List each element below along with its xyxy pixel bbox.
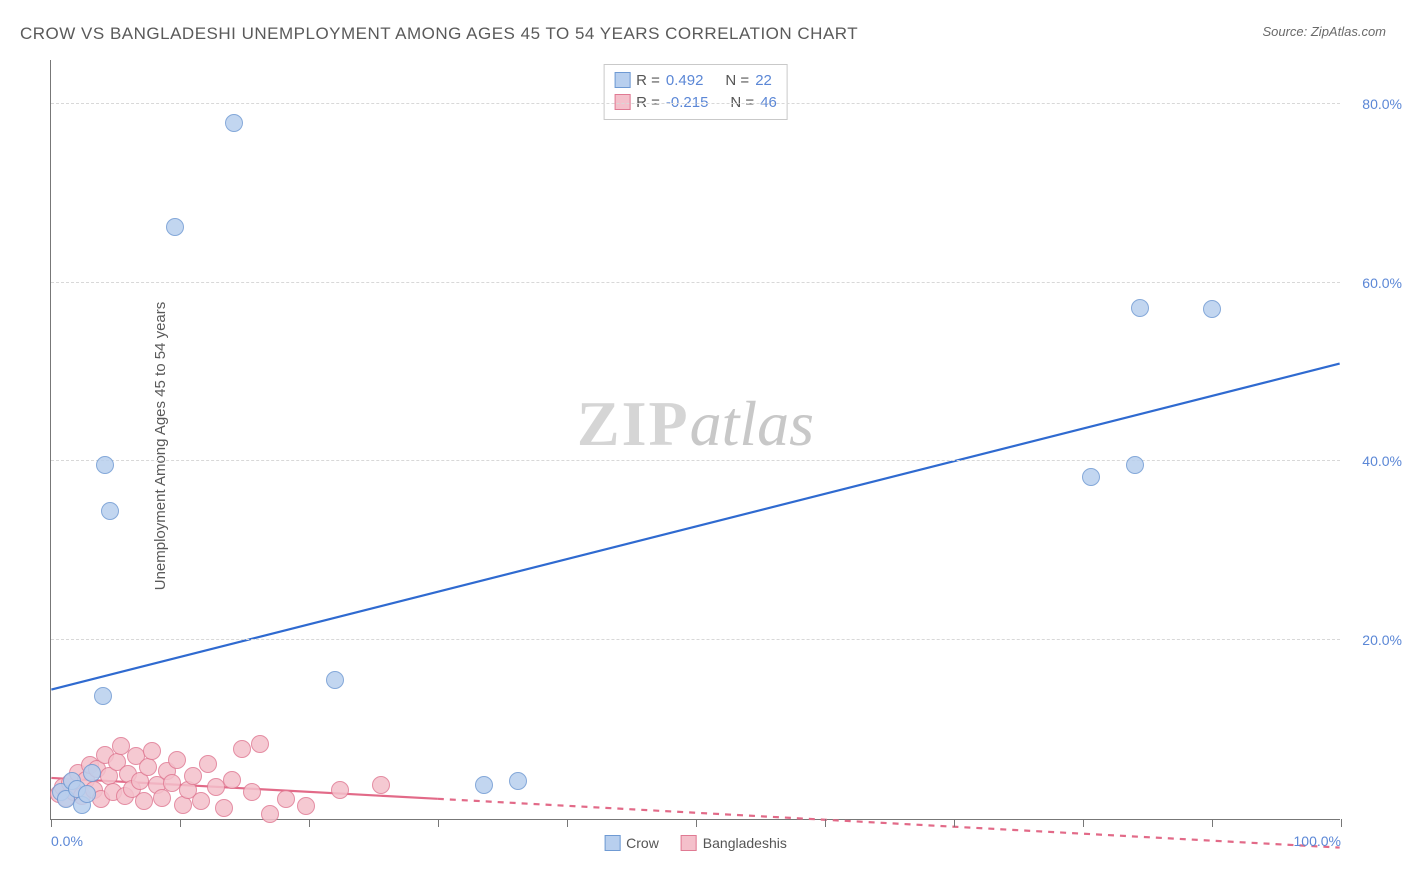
data-point xyxy=(331,781,349,799)
x-tick xyxy=(696,819,697,827)
data-point xyxy=(96,456,114,474)
data-point xyxy=(1126,456,1144,474)
plot-area: ZIPatlas R = 0.492 N = 22 R = -0.215 N =… xyxy=(50,60,1340,820)
data-point xyxy=(233,740,251,758)
data-point xyxy=(215,799,233,817)
series-legend: Crow Bangladeshis xyxy=(604,835,787,851)
y-tick-label: 60.0% xyxy=(1346,275,1402,291)
chart-container: CROW VS BANGLADESHI UNEMPLOYMENT AMONG A… xyxy=(0,0,1406,892)
data-point xyxy=(139,758,157,776)
x-tick xyxy=(1341,819,1342,827)
data-point xyxy=(372,776,390,794)
data-point xyxy=(143,742,161,760)
n-value-crow: 22 xyxy=(755,72,772,89)
trend-line xyxy=(51,364,1339,690)
y-tick-label: 80.0% xyxy=(1346,96,1402,112)
data-point xyxy=(297,797,315,815)
data-point xyxy=(251,735,269,753)
legend-label-bangladeshis: Bangladeshis xyxy=(703,835,787,851)
trend-line-extrapolated xyxy=(438,799,1340,848)
r-value-crow: 0.492 xyxy=(666,72,704,89)
correlation-legend: R = 0.492 N = 22 R = -0.215 N = 46 xyxy=(603,64,788,120)
data-point xyxy=(223,771,241,789)
data-point xyxy=(78,785,96,803)
x-tick xyxy=(954,819,955,827)
data-point xyxy=(166,218,184,236)
data-point xyxy=(94,687,112,705)
data-point xyxy=(199,755,217,773)
x-tick xyxy=(51,819,52,827)
x-tick xyxy=(438,819,439,827)
data-point xyxy=(101,502,119,520)
data-point xyxy=(509,772,527,790)
x-tick xyxy=(1083,819,1084,827)
watermark: ZIPatlas xyxy=(577,387,814,461)
data-point xyxy=(1082,468,1100,486)
legend-swatch-crow xyxy=(604,835,620,851)
data-point xyxy=(184,767,202,785)
chart-title: CROW VS BANGLADESHI UNEMPLOYMENT AMONG A… xyxy=(20,24,858,44)
data-point xyxy=(135,792,153,810)
x-tick xyxy=(1212,819,1213,827)
y-tick-label: 40.0% xyxy=(1346,453,1402,469)
legend-label-crow: Crow xyxy=(626,835,659,851)
x-tick xyxy=(309,819,310,827)
grid-line xyxy=(51,639,1340,640)
data-point xyxy=(83,764,101,782)
data-point xyxy=(326,671,344,689)
swatch-crow xyxy=(614,72,630,88)
y-tick-label: 20.0% xyxy=(1346,632,1402,648)
x-tick xyxy=(825,819,826,827)
grid-line xyxy=(51,282,1340,283)
data-point xyxy=(277,790,295,808)
data-point xyxy=(243,783,261,801)
data-point xyxy=(261,805,279,823)
trend-lines-layer xyxy=(51,60,1340,819)
n-label: N = xyxy=(725,72,749,89)
x-tick-label: 100.0% xyxy=(1294,833,1341,849)
legend-item-crow: Crow xyxy=(604,835,659,851)
x-tick-label: 0.0% xyxy=(51,833,83,849)
data-point xyxy=(168,751,186,769)
grid-line xyxy=(51,103,1340,104)
grid-line xyxy=(51,460,1340,461)
data-point xyxy=(1203,300,1221,318)
correlation-row-crow: R = 0.492 N = 22 xyxy=(614,69,777,91)
data-point xyxy=(1131,299,1149,317)
data-point xyxy=(192,792,210,810)
data-point xyxy=(225,114,243,132)
legend-item-bangladeshis: Bangladeshis xyxy=(681,835,787,851)
x-tick xyxy=(567,819,568,827)
r-label: R = xyxy=(636,72,660,89)
data-point xyxy=(475,776,493,794)
legend-swatch-bangladeshis xyxy=(681,835,697,851)
source-label: Source: ZipAtlas.com xyxy=(1262,24,1386,39)
x-tick xyxy=(180,819,181,827)
